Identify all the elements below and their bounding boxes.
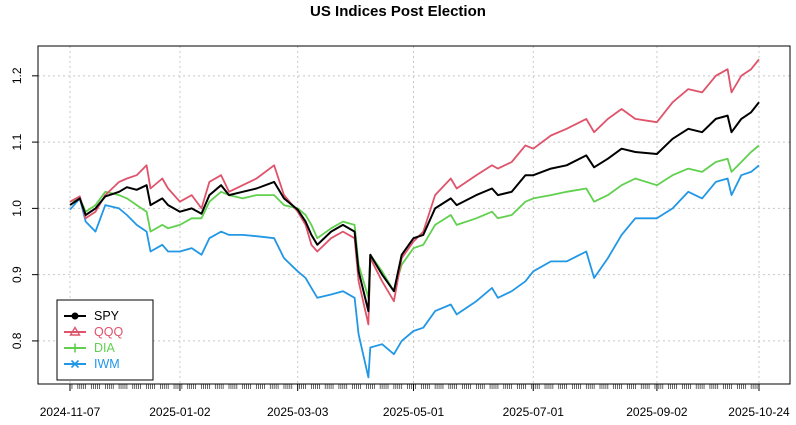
x-tick-label: 2025-01-02 (149, 405, 211, 419)
legend-entry-spy: SPY (64, 309, 120, 323)
legend-label-qqq: QQQ (94, 325, 123, 339)
series-layer (69, 58, 760, 379)
legend-label-dia: DIA (94, 341, 116, 355)
chart-title: US Indices Post Election (310, 3, 486, 20)
legend-entry-qqq: QQQ (64, 325, 123, 339)
legend: SPY QQQ DIA IWM (56, 299, 154, 381)
series-line-iwm (69, 164, 760, 379)
x-minor-ticks (69, 384, 760, 389)
x-tick-label: 2025-03-03 (267, 405, 329, 419)
legend-entry-iwm: IWM (64, 357, 120, 371)
x-axis: 2024-11-07 2025-01-02 2025-03-03 2025-05-01… (40, 384, 790, 419)
y-tick-label: 1.0 (10, 200, 24, 217)
y-tick-label: 1.2 (10, 67, 24, 84)
x-tick-label: 2025-05-01 (383, 405, 445, 419)
y-tick-label: 0.8 (10, 332, 24, 349)
y-tick-label: 1.1 (10, 133, 24, 150)
x-tick-label: 2024-11-07 (40, 405, 101, 419)
x-tick-label: 2025-10-24 (728, 405, 790, 419)
legend-label-iwm: IWM (94, 357, 120, 371)
y-axis: 0.8 0.9 1.0 1.1 1.2 (10, 67, 38, 349)
series-line-qqq (69, 58, 760, 326)
legend-label-spy: SPY (94, 309, 120, 323)
y-tick-label: 0.9 (10, 266, 24, 283)
series-line-spy (69, 101, 760, 313)
x-tick-label: 2025-07-01 (503, 405, 565, 419)
x-tick-label: 2025-09-02 (626, 405, 688, 419)
legend-entry-dia: DIA (64, 341, 116, 355)
